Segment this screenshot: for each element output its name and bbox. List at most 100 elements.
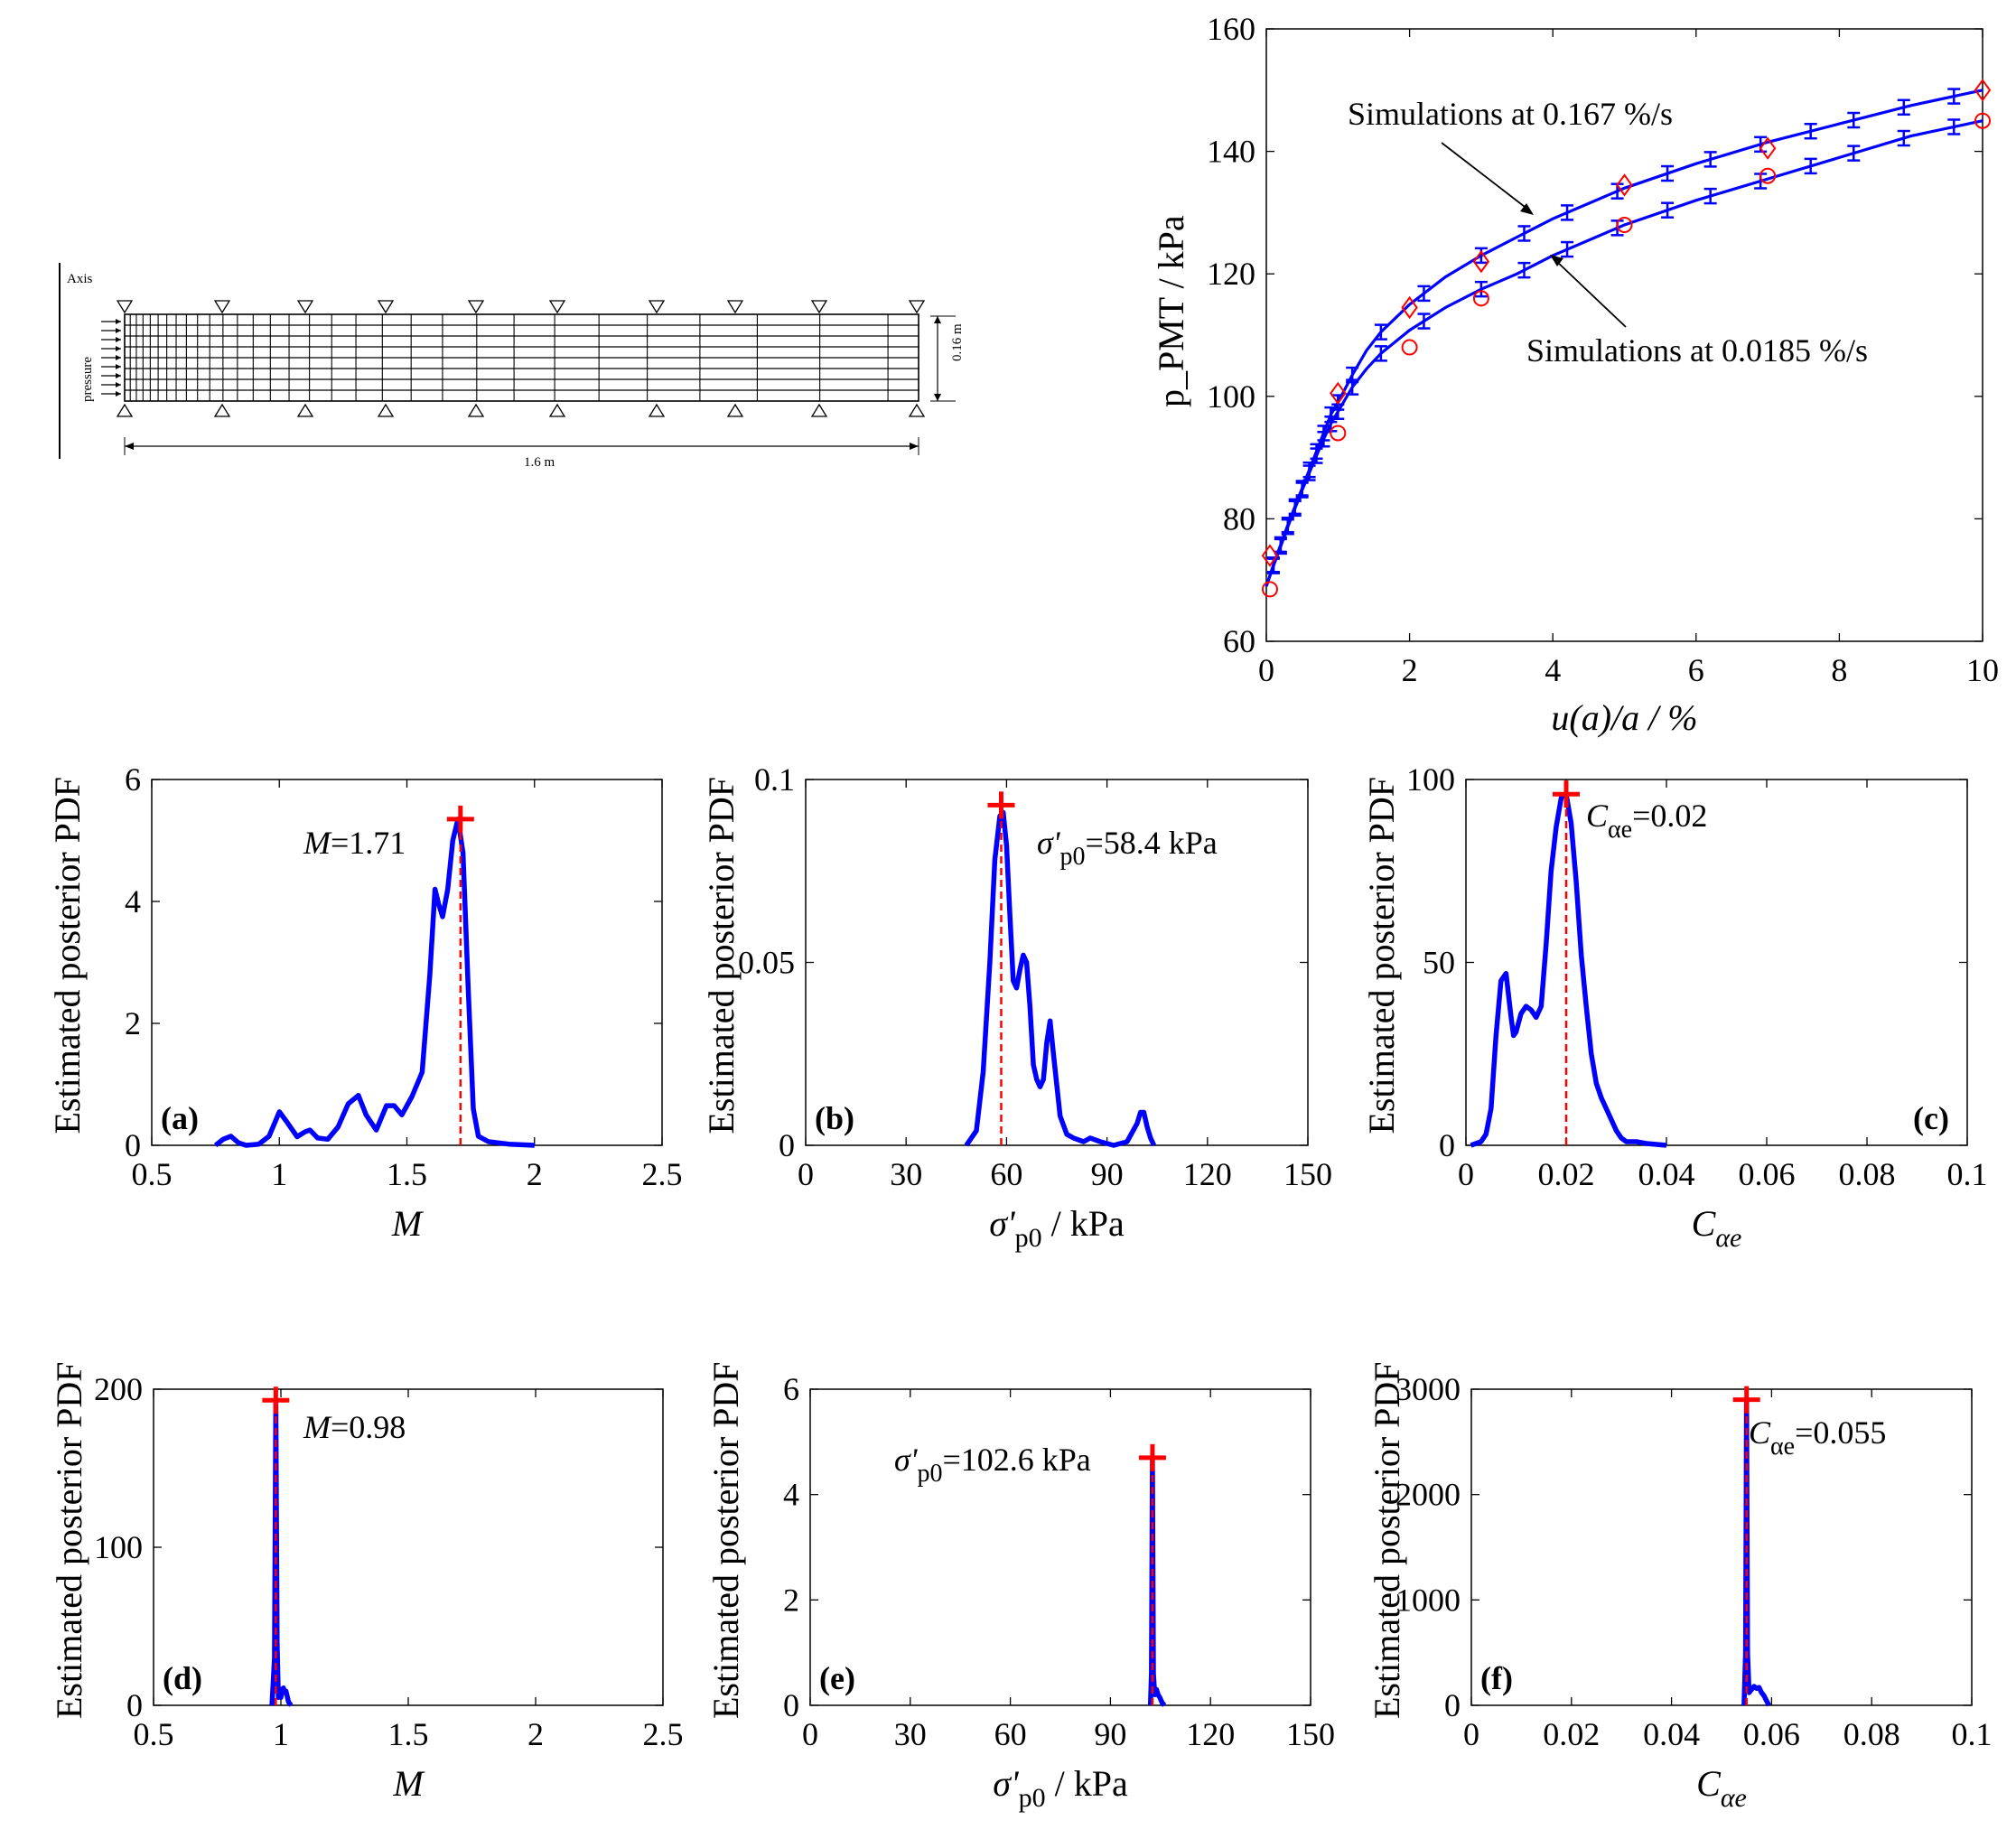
support-triangle-top <box>810 300 828 314</box>
y-tick-label: 50 <box>1423 945 1455 981</box>
annotation-arrowhead <box>1520 203 1534 215</box>
panel-tag: (b) <box>815 1100 854 1136</box>
x-label-variable: M <box>391 1203 425 1244</box>
y-tick-label: 6 <box>783 1371 799 1407</box>
x-tick-label: 90 <box>1091 1156 1124 1192</box>
x-tick-label: 0.5 <box>132 1156 173 1192</box>
panel-tag: (a) <box>161 1100 199 1136</box>
x-tick-label: 0.06 <box>1739 1156 1796 1192</box>
support-triangle-top <box>908 300 926 314</box>
x-axis-label: σ'p0 / kPa <box>989 1203 1125 1253</box>
measured-circle-marker <box>1401 339 1418 356</box>
annotation-arrow <box>1554 259 1627 328</box>
x-tick-label: 0.06 <box>1743 1716 1800 1752</box>
measured-circle-marker <box>1261 581 1278 598</box>
x-tick-label: 0.08 <box>1839 1156 1896 1192</box>
axes-box <box>1465 779 1968 1146</box>
measured-diamond-marker <box>1616 173 1633 197</box>
axes-box <box>151 779 663 1146</box>
x-tick-label: 120 <box>1186 1716 1235 1752</box>
x-tick-label: 0.02 <box>1543 1716 1600 1752</box>
measured-diamond-marker <box>1974 79 1992 102</box>
axes-box <box>153 1388 664 1706</box>
x-label-variable: M <box>392 1763 425 1804</box>
map-value-label: σ'p0=58.4 kPa <box>1037 825 1218 871</box>
x-tick-label: 30 <box>894 1716 927 1752</box>
x-tick-label: 1 <box>271 1156 287 1192</box>
dimension-arrowhead <box>934 394 941 401</box>
annotation-fast-rate: Simulations at 0.167 %/s <box>1348 96 1673 132</box>
panel-tag: (e) <box>819 1660 855 1696</box>
y-tick-label: 3000 <box>1395 1371 1461 1407</box>
x-tick-label: 0.1 <box>1952 1716 1993 1752</box>
axis-label: Axis <box>67 272 93 286</box>
x-label-variable: C <box>1692 1203 1717 1244</box>
x-tick-label: 0 <box>802 1716 818 1752</box>
pressure-arrowhead <box>116 391 121 397</box>
x-tick-label: 0 <box>1463 1716 1479 1752</box>
x-tick-label: 2 <box>527 1716 544 1752</box>
y-tick-label: 4 <box>783 1477 799 1513</box>
x-label-subscript: p0 <box>1015 1223 1042 1253</box>
x-tick-label: 1.5 <box>387 1156 427 1192</box>
x-tick-label: 0.08 <box>1843 1716 1900 1752</box>
measured-circle-marker <box>1330 425 1347 442</box>
pressure-arrowhead <box>116 373 121 378</box>
support-triangle-top <box>726 300 744 314</box>
x-tick-label: 60 <box>994 1716 1027 1752</box>
measured-circle-marker <box>1974 112 1991 129</box>
map-value-label: σ'p0=102.6 kPa <box>894 1442 1091 1488</box>
pdf-curve <box>213 817 535 1148</box>
x-tick-label: 2 <box>527 1156 543 1192</box>
map-variable-subscript: p0 <box>917 1460 942 1488</box>
y-tick-label: 140 <box>1207 134 1255 170</box>
y-tick-label: 0 <box>125 1127 141 1163</box>
annotation-slow-rate: Simulations at 0.0185 %/s <box>1526 332 1868 369</box>
y-tick-label: 2 <box>125 1005 141 1041</box>
map-value-label: M=1.71 <box>303 825 406 861</box>
x-tick-label: 4 <box>1545 652 1561 688</box>
measured-diamond-marker <box>1261 544 1279 567</box>
x-tick-label: 1 <box>273 1716 289 1752</box>
map-value: =1.71 <box>331 825 406 861</box>
x-tick-label: 150 <box>1283 1156 1332 1192</box>
posterior-pdf-chart-c: 0 0.02 0.04 0.06 0.08 0.1050100Cαe=0.02(c)Cαe… <box>1361 761 1988 1253</box>
map-value-label: Cαe=0.02 <box>1586 798 1707 844</box>
support-triangle-top <box>648 300 666 314</box>
map-variable-subscript: αe <box>1770 1433 1795 1461</box>
pdf-curve <box>1470 791 1667 1148</box>
x-tick-label: 2 <box>1402 652 1418 688</box>
map-value: =0.02 <box>1632 798 1707 834</box>
measured-circle-marker <box>1759 167 1777 184</box>
map-value-label: M=0.98 <box>303 1409 406 1445</box>
support-triangle-bottom <box>213 403 231 417</box>
x-axis-label: σ'p0 / kPa <box>993 1763 1128 1813</box>
y-tick-label: 0 <box>1439 1127 1455 1163</box>
dimension-arrowhead <box>910 443 919 450</box>
support-triangle-bottom <box>908 403 926 417</box>
x-label-unit: / kPa <box>1042 1203 1125 1244</box>
support-triangle-bottom <box>726 403 744 417</box>
posterior-pdf-chart-f: 0 0.02 0.04 0.06 0.08 0.10100020003000Cαe=0.0… <box>1367 1361 1993 1813</box>
y-tick-label: 0.05 <box>738 945 795 981</box>
y-tick-label: 2000 <box>1395 1477 1461 1513</box>
x-label-subscript: αe <box>1715 1223 1741 1253</box>
pressure-arrowhead <box>116 364 121 369</box>
y-tick-label: 60 <box>1223 623 1255 659</box>
pressure-arrowhead <box>116 319 121 324</box>
x-tick-label: 2.5 <box>642 1156 683 1192</box>
map-value: =102.6 kPa <box>942 1442 1090 1478</box>
axes-box <box>1265 28 1983 642</box>
x-tick-label: 0.1 <box>1947 1156 1988 1192</box>
support-triangle-top <box>467 300 485 314</box>
support-triangle-bottom <box>548 403 566 417</box>
x-axis-label: Cαe <box>1696 1763 1747 1813</box>
x-tick-label: 0.5 <box>134 1716 174 1752</box>
x-label-subscript: αe <box>1721 1783 1747 1813</box>
y-axis-label: Estimated posterior PDF <box>49 1361 89 1719</box>
map-variable: σ' <box>1037 825 1061 861</box>
x-tick-label: 6 <box>1688 652 1704 688</box>
